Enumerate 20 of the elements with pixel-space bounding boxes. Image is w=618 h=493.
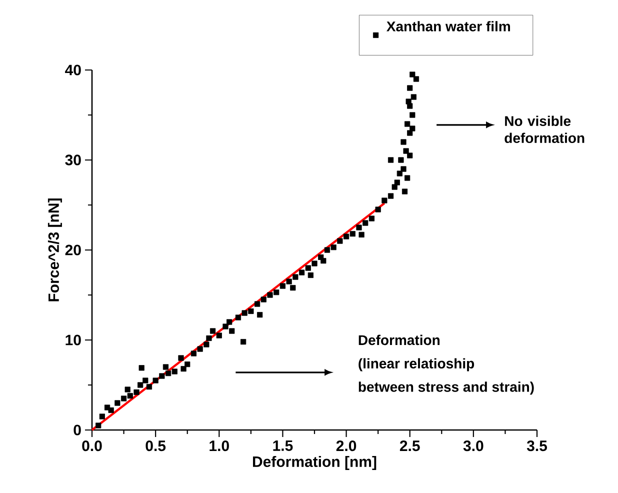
annotation: (linear relatioship xyxy=(358,358,474,372)
x-axis-title: Deformation [nm] xyxy=(253,456,376,470)
y-tick-label: 20 xyxy=(65,244,81,256)
annotation: Deformation xyxy=(358,334,440,346)
y-tick-label: 10 xyxy=(66,334,81,346)
y-axis-title: Force^2/3 [nN] xyxy=(48,198,62,302)
x-tick-label: 0.0 xyxy=(82,440,102,452)
y-tick-label: 0 xyxy=(74,424,81,436)
x-tick-label: 1.5 xyxy=(273,440,293,451)
x-tick-label: 0.5 xyxy=(146,440,166,452)
y-tick-label: 30 xyxy=(65,154,81,166)
y-tick-label: 40 xyxy=(65,64,81,76)
annotation: No visible deformation xyxy=(504,116,584,144)
annotation: between stress and strain) xyxy=(358,382,534,395)
x-tick-label: 1.0 xyxy=(210,440,229,452)
x-tick-label: 2.5 xyxy=(400,440,420,452)
legend-label: Xanthan water film xyxy=(386,21,510,32)
x-tick-label: 3.0 xyxy=(463,440,484,452)
x-tick-label: 2.0 xyxy=(336,440,356,452)
x-tick-label: 3.5 xyxy=(526,440,548,452)
